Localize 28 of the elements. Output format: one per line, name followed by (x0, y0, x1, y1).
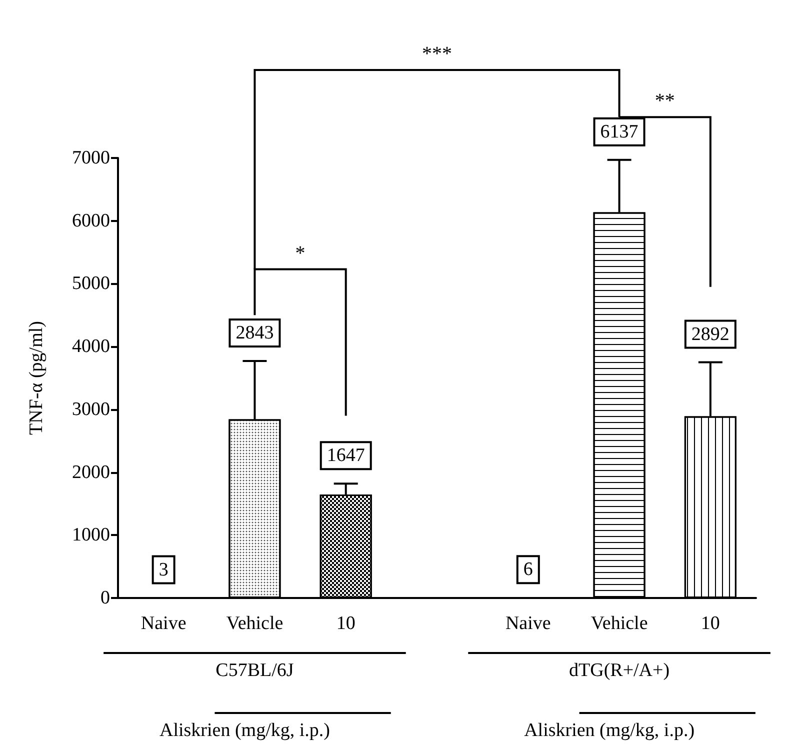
y-tick-label: 6000 (72, 210, 110, 232)
x-tick-label: 10 (700, 613, 720, 634)
annotation: 2843 (236, 322, 274, 344)
text: *** (422, 43, 452, 65)
text: dTG(R+/A+) (568, 660, 670, 681)
x-tick-label: Naive (140, 613, 186, 634)
x-tick-label: 10 (336, 613, 356, 634)
y-tick-label: 7000 (72, 148, 110, 168)
y-tick-label: 2000 (72, 462, 110, 483)
text: Aliskrien (mg/kg, i.p.) (159, 720, 330, 741)
annotation: 3 (158, 559, 168, 580)
annotation: 2892 (691, 324, 730, 345)
y-axis-title: TNF-α (pg/ml) (26, 321, 47, 435)
annotation: 1647 (326, 445, 365, 466)
y-tick-label: 4000 (72, 336, 110, 358)
annotation: * (295, 242, 306, 264)
y-tick-label: 0 (100, 588, 110, 608)
text: 6137 (600, 121, 638, 142)
text: C57BL/6J (216, 660, 294, 681)
text: ** (654, 90, 675, 112)
x-tick-label: Vehicle (226, 613, 284, 634)
y-tick-label: 5000 (72, 273, 110, 294)
x-tick-label: Vehicle (590, 613, 648, 634)
annotation: 6 (523, 559, 533, 580)
x-tick-label: Naive (505, 613, 551, 634)
y-tick-label: 3000 (72, 398, 110, 420)
text: Aliskrien (mg/kg, i.p.) (524, 720, 695, 741)
y-tick-label: 1000 (72, 524, 110, 546)
